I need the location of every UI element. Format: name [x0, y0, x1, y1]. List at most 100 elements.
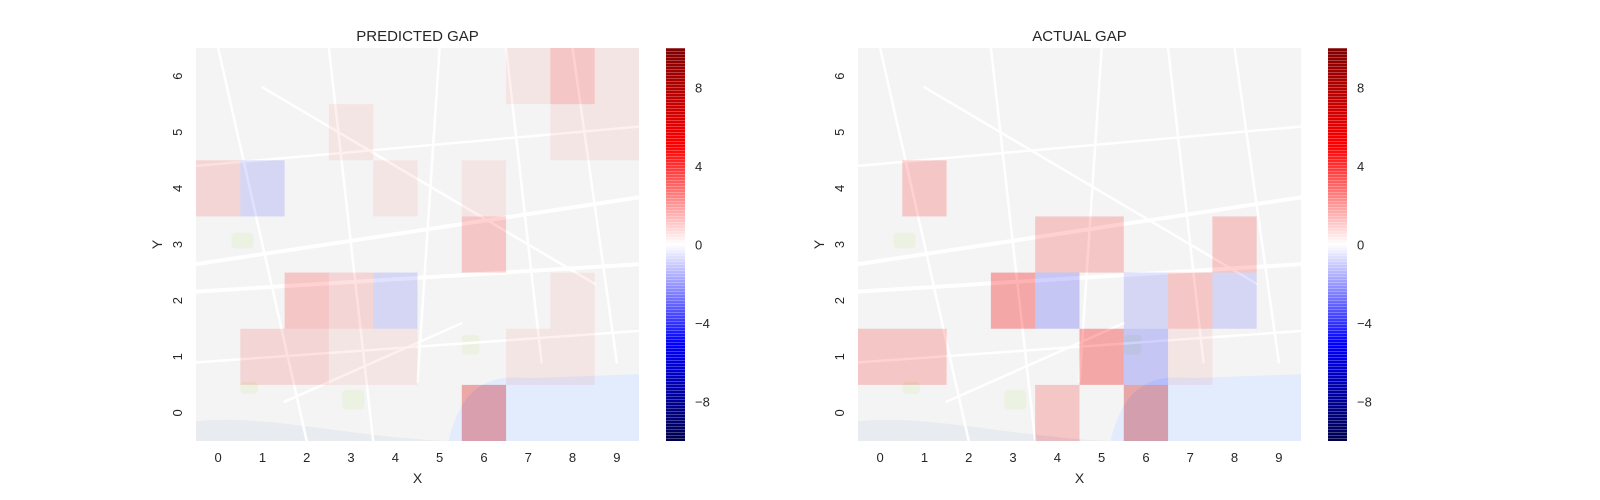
- y-tick-label: 4: [832, 185, 847, 192]
- heatmap-cell: [594, 216, 639, 273]
- chart-title: PREDICTED GAP: [356, 28, 479, 45]
- map-road: [327, 46, 375, 443]
- heatmap-cell: [373, 384, 418, 441]
- y-tick-label: 3: [170, 241, 185, 248]
- park-area: [902, 382, 921, 394]
- heatmap-cell: [902, 48, 947, 105]
- heatmap-cell: [902, 328, 947, 385]
- heatmap-cell: [1212, 104, 1257, 161]
- heatmap-cell: [902, 160, 947, 217]
- heatmap-cell: [1035, 104, 1080, 161]
- heatmap-cell: [461, 384, 507, 441]
- heatmap-cell: [1035, 272, 1080, 329]
- heatmap-cell: [1168, 160, 1213, 217]
- map-road: [194, 329, 641, 364]
- park-area: [461, 334, 480, 355]
- heatmap-panel-2: ACTUAL GAP 0 1 2 3 4 5 6 7 8 9 0 1 2 3 4 5 6 X Y 8 4 0 −4 −8: [811, 28, 1372, 486]
- heatmap-cell: [373, 48, 418, 105]
- x-tick-label: 5: [436, 450, 443, 465]
- heatmap-cell: [461, 216, 507, 273]
- heatmap-cell: [990, 160, 1036, 217]
- heatmap-cell: [461, 48, 507, 105]
- heatmap-cell: [990, 48, 1036, 105]
- heatmap-cell: [1212, 272, 1257, 329]
- map-road: [261, 86, 596, 286]
- x-tick-label: 4: [1054, 450, 1061, 465]
- x-tick-label: 9: [613, 450, 620, 465]
- heatmap-cell: [1212, 48, 1257, 105]
- heatmap-cell: [1079, 104, 1124, 161]
- heatmap-panel-1: PREDICTED GAP 0 1 2 3 4 5 6 7 8 9 0 1 2 3 4 5 6 X Y 8 4 0 −4 −8: [149, 28, 710, 486]
- colorbar-texture: [1328, 48, 1347, 441]
- heatmap-cell: [240, 160, 285, 217]
- x-tick-label: 1: [259, 450, 266, 465]
- heatmap-cell: [1168, 104, 1213, 161]
- y-tick-label: 1: [832, 353, 847, 360]
- heatmap-cell: [1168, 272, 1213, 329]
- heatmap-cell: [946, 328, 991, 385]
- map-road: [216, 46, 308, 443]
- map-road: [856, 195, 1303, 267]
- heatmap-cell: [858, 216, 903, 273]
- heatmap-cell: [594, 272, 639, 329]
- colorbar-tick-label: −4: [1357, 316, 1372, 331]
- heatmap-cell: [506, 48, 551, 105]
- heatmap-cell: [990, 384, 1036, 441]
- heatmap-cell: [328, 104, 374, 161]
- park-area: [240, 382, 259, 394]
- heatmap-cell: [1035, 384, 1080, 441]
- heatmap-cell: [946, 272, 991, 329]
- park-area: [1123, 334, 1142, 355]
- colorbar-texture: [666, 48, 685, 441]
- map-road: [1078, 46, 1103, 384]
- heatmap-cell: [550, 272, 595, 329]
- heatmap-cell: [594, 104, 639, 161]
- heatmap-cell: [240, 216, 285, 273]
- heatmap-cell: [506, 160, 551, 217]
- heatmap-cell: [858, 160, 903, 217]
- heatmap-cell: [196, 160, 241, 217]
- y-tick-label: 0: [170, 409, 185, 416]
- y-tick-label: 1: [170, 353, 185, 360]
- map-road: [571, 46, 619, 364]
- map-road: [878, 46, 970, 443]
- x-tick-label: 6: [1142, 450, 1149, 465]
- heatmap-cell: [506, 216, 551, 273]
- heatmap-cell: [1079, 272, 1124, 329]
- colorbar-tick-label: 4: [1357, 159, 1364, 174]
- x-tick-label: 2: [303, 450, 310, 465]
- heatmap-cell: [240, 384, 285, 441]
- terrain-area: [196, 419, 449, 441]
- heatmap-cell: [990, 328, 1036, 385]
- map-road: [1166, 46, 1205, 364]
- map-road: [945, 321, 1126, 403]
- heatmap-cell: [240, 328, 285, 385]
- map-road: [504, 46, 543, 364]
- heatmap-cell: [373, 272, 418, 329]
- heatmap-cell: [1035, 328, 1080, 385]
- heatmap-cell: [1123, 328, 1169, 385]
- heatmap-cell: [196, 104, 241, 161]
- x-tick-label: 7: [525, 450, 532, 465]
- heatmap-cell: [1212, 216, 1257, 273]
- colorbar-tick-label: −4: [695, 316, 710, 331]
- colorbar-tick-label: −8: [1357, 395, 1372, 410]
- y-axis-label: Y: [811, 239, 827, 249]
- heatmap-cell: [417, 216, 462, 273]
- heatmap-cell: [240, 104, 285, 161]
- park-area: [1004, 389, 1027, 410]
- y-tick-label: 4: [170, 185, 185, 192]
- heatmap-cell: [328, 384, 374, 441]
- heatmap-cell: [284, 384, 329, 441]
- river-area: [1110, 374, 1301, 441]
- map-road: [416, 46, 441, 384]
- x-tick-label: 2: [965, 450, 972, 465]
- y-tick-label: 5: [832, 129, 847, 136]
- heatmap-cell: [240, 272, 285, 329]
- park-area: [231, 232, 254, 249]
- heatmap-cell: [373, 104, 418, 161]
- heatmap-cell: [594, 328, 639, 385]
- heatmap-cell: [902, 216, 947, 273]
- x-axis-label: X: [413, 470, 423, 486]
